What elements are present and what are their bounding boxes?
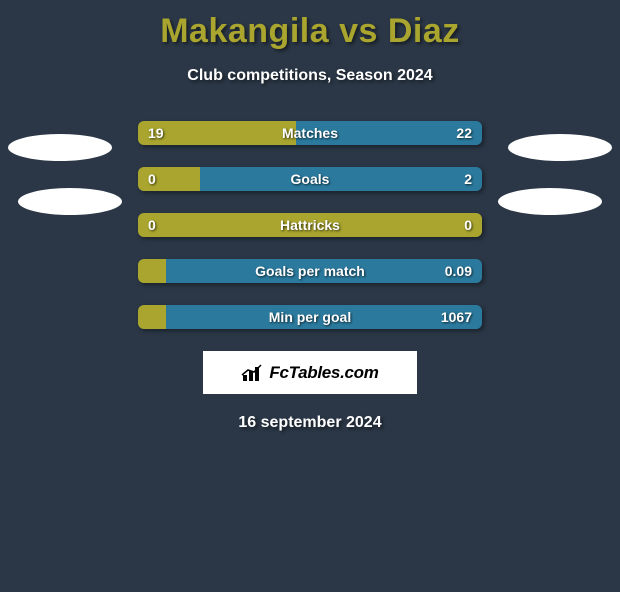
team-logo-placeholder [508, 134, 612, 161]
team-logo-placeholder [18, 188, 122, 215]
bar-chart-icon [241, 363, 265, 383]
stat-bar: Min per goal1067 [138, 305, 482, 329]
stat-bar-left-fill [138, 167, 200, 191]
stat-bar: Goals per match0.09 [138, 259, 482, 283]
team-logo-placeholder [8, 134, 112, 161]
stat-bar-right-fill [166, 305, 482, 329]
page-title: Makangila vs Diaz [0, 12, 620, 51]
stat-bar: Hattricks00 [138, 213, 482, 237]
stat-bar-right-fill [166, 259, 482, 283]
stat-bar-right-fill [200, 167, 482, 191]
stat-bar: Matches1922 [138, 121, 482, 145]
logo-text: FcTables.com [269, 363, 378, 383]
stat-bar: Goals02 [138, 167, 482, 191]
fctables-logo[interactable]: FcTables.com [203, 351, 417, 394]
stat-bar-left-fill [138, 213, 482, 237]
stat-bar-left-fill [138, 259, 166, 283]
stat-bar-right-fill [296, 121, 482, 145]
stat-bar-left-fill [138, 121, 296, 145]
stat-bar-left-fill [138, 305, 166, 329]
comparison-bars: Matches1922 Goals02 Hattricks00 Goals per m… [138, 121, 482, 329]
page-subtitle: Club competitions, Season 2024 [0, 67, 620, 85]
team-logo-placeholder [498, 188, 602, 215]
date-label: 16 september 2024 [0, 414, 620, 432]
